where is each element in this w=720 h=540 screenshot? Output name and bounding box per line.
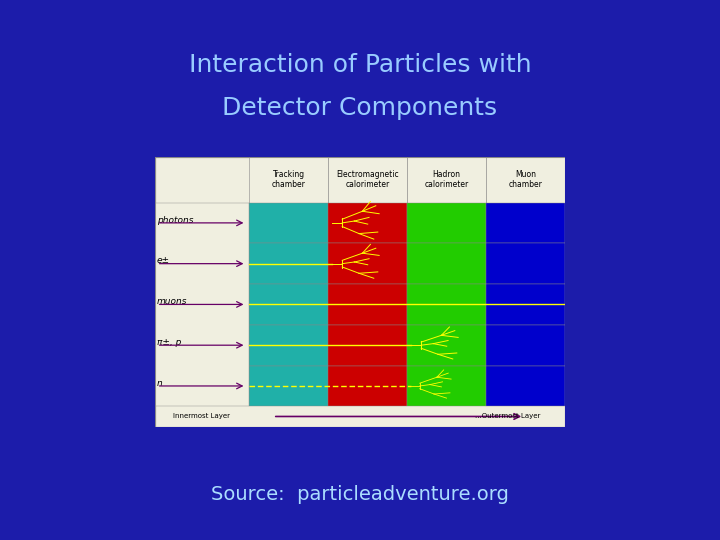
Bar [486, 157, 565, 202]
Text: Detector Components: Detector Components [222, 96, 498, 120]
Bar [328, 157, 408, 202]
Bar [408, 157, 486, 202]
Text: Hadron
calorimeter: Hadron calorimeter [425, 170, 469, 189]
Text: n: n [157, 379, 163, 388]
Bar [408, 366, 486, 407]
Bar [328, 243, 408, 284]
Bar [486, 202, 565, 243]
Bar [249, 157, 328, 202]
Bar [486, 284, 565, 325]
Bar [249, 243, 328, 284]
Bar [155, 202, 249, 407]
Bar [408, 202, 486, 243]
Bar [408, 325, 486, 366]
Bar [408, 284, 486, 325]
Bar [328, 202, 408, 243]
Bar [328, 284, 408, 325]
Bar [486, 325, 565, 366]
Bar [249, 284, 328, 325]
Text: Electromagnetic
calorimeter: Electromagnetic calorimeter [336, 170, 399, 189]
Text: muons: muons [157, 297, 187, 306]
Text: Interaction of Particles with: Interaction of Particles with [189, 53, 531, 77]
Bar [249, 366, 328, 407]
Bar [249, 325, 328, 366]
Text: ...Outermost Layer: ...Outermost Layer [475, 414, 541, 420]
Text: e±: e± [157, 256, 170, 266]
Bar [328, 366, 408, 407]
Bar [249, 202, 328, 243]
Bar [328, 325, 408, 366]
Text: Tracking
chamber: Tracking chamber [271, 170, 305, 189]
Text: Source:  particleadventure.org: Source: particleadventure.org [211, 484, 509, 504]
Bar [408, 243, 486, 284]
Text: Muon
chamber: Muon chamber [509, 170, 543, 189]
Bar [486, 366, 565, 407]
Text: photons: photons [157, 215, 193, 225]
Text: π±, p: π±, p [157, 338, 181, 347]
Bar [486, 243, 565, 284]
Text: Innermost Layer: Innermost Layer [174, 414, 230, 420]
